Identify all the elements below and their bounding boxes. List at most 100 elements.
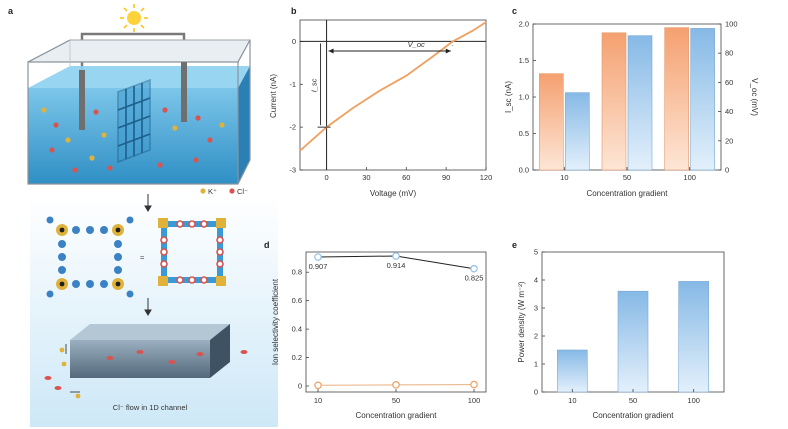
panel-c-voc-bar: [627, 35, 653, 171]
panel-label-b: b: [291, 6, 297, 16]
panel-d-xtick-label: 10: [314, 396, 322, 405]
panel-b-xtick-label: 0: [324, 173, 328, 182]
panel-d-point-upper: [470, 264, 478, 273]
panel-b-xtick-label: 120: [480, 173, 493, 182]
panel-d-ytick-label: 0.6: [292, 296, 302, 305]
panel-c-ytick-right-label: 80: [725, 49, 733, 58]
panel-d-xlabel: Concentration gradient: [356, 411, 438, 420]
panel-d-ytick-label: 0: [298, 382, 302, 391]
panel-c-isc-bar: [601, 32, 627, 171]
panel-b-voc-arrowhead-left: [328, 48, 334, 54]
panel-e-ytick-label: 3: [534, 304, 538, 313]
panel-d-point-lower: [314, 381, 322, 390]
panel-b-ytick-label: -3: [289, 166, 296, 175]
panel-c-xlabel: Concentration gradient: [587, 189, 669, 198]
panel-e-ytick-label: 1: [534, 360, 538, 369]
panel-b-xtick-label: 60: [402, 173, 410, 182]
panel-e-ytick-label: 4: [534, 276, 538, 285]
molecular-framework: ≈: [46, 216, 226, 298]
panel-c-ytick-left-label: 1.0: [519, 93, 529, 102]
panel-c-isc-bar: [539, 73, 564, 171]
panel-b-frame: [299, 19, 487, 171]
panel-b-isc-label: I_sc: [310, 78, 319, 92]
panel-b-ytick-label: -1: [289, 80, 296, 89]
panel-e-ytick-label: 0: [534, 388, 538, 397]
panel-label-e: e: [512, 240, 517, 250]
panel-b-iv-series: [299, 21, 487, 152]
panel-b-voc-label: V_oc: [408, 40, 425, 49]
panel-d-ytick-label: 0.8: [292, 268, 302, 277]
panel-b-xtick-label: 30: [362, 173, 370, 182]
panel-c-xtick-label: 50: [623, 173, 631, 182]
panel-e-xlabel: Concentration gradient: [593, 411, 675, 420]
panel-e-bar: [617, 290, 649, 393]
ion-legend: K⁺ Cl⁻: [200, 187, 248, 196]
panel-b-ytick-label: -2: [289, 123, 296, 132]
down-arrows: [144, 194, 152, 316]
panel-c-ytick-right-label: 20: [725, 136, 733, 145]
panel-c-ytick-left-label: 0.5: [519, 129, 529, 138]
ions-scatter: [41, 107, 225, 173]
panel-d-point-upper: [314, 253, 322, 261]
panel-b-voc-arrowhead-right: [445, 48, 451, 54]
panel-c-ytick-right-label: 40: [725, 107, 733, 116]
cl-ion-marker: [229, 188, 235, 194]
panel-e-power-density: e 0 1 2 3 4 5 10 50 100 Concentration gradient P…: [512, 240, 725, 420]
panel-d-point-lower: [470, 380, 478, 389]
panel-a-schematic: a: [8, 4, 278, 427]
panel-d-ytick-label: 0.4: [292, 325, 302, 334]
panel-d-point-lower: [392, 381, 400, 389]
panel-b-xlabel: Voltage (mV): [370, 189, 417, 198]
channel-caption: Cl⁻ flow in 1D channel: [113, 403, 188, 412]
panel-c-xtick-label: 100: [683, 173, 696, 182]
panel-e-ylabel: Power density (W m⁻²): [517, 281, 526, 362]
panel-c-ytick-left-label: 0.0: [519, 166, 529, 175]
panel-label-d: d: [264, 240, 270, 250]
panel-c-isc-voc-bars: c 0.0 0.5 1.0 1.5 2.0 0 20 40 60 80 100 10 50 100 Con…: [504, 6, 759, 198]
panel-e-xtick-label: 10: [568, 396, 576, 405]
panel-c-voc-bar: [565, 92, 590, 171]
panel-c-ytick-right-label: 0: [725, 166, 729, 175]
panel-d-point-upper: [392, 252, 400, 260]
k-ion-marker: [200, 188, 206, 194]
lower-schematic-background: [30, 195, 278, 427]
panel-d-xtick-label: 50: [392, 396, 400, 405]
panel-e-ytick-label: 5: [534, 248, 538, 257]
panel-d-ytick-label: 0.2: [292, 353, 302, 362]
approx-sign: ≈: [140, 253, 144, 262]
panel-d-data-label: 0.825: [465, 274, 484, 283]
panel-c-ytick-left-label: 1.5: [519, 56, 529, 65]
sun-icon: [120, 4, 148, 32]
panel-d-xtick-label: 100: [468, 396, 481, 405]
panel-b-iv-curve: b 0 30 60 90 120 -3 -2 -1 0 V_oc I_sc Voltage (mV)…: [269, 6, 492, 198]
panel-c-xtick-label: 10: [560, 173, 568, 182]
panel-e-ytick-label: 2: [534, 332, 538, 341]
panel-b-xtick-label: 90: [442, 173, 450, 182]
panel-label-a: a: [8, 6, 14, 16]
legend-cl-label: Cl⁻: [237, 187, 248, 196]
membrane-lattice: [117, 78, 151, 164]
one-d-channel: Cl⁻ flow in 1D channel: [44, 324, 248, 412]
panel-label-c: c: [512, 6, 517, 16]
water-tank: [27, 39, 251, 185]
panel-d-ylabel: Ion selectivity coefficient: [271, 278, 280, 365]
panel-c-ytick-right-label: 60: [725, 78, 733, 87]
panel-b-ytick-label: 0: [292, 37, 296, 46]
panel-d-frame: [305, 251, 487, 393]
panel-c-ytick-right-label: 100: [725, 20, 738, 29]
panel-b-ylabel: Current (nA): [269, 74, 278, 118]
legend-k-label: K⁺: [208, 187, 217, 196]
panel-c-ytick-left-label: 2.0: [519, 20, 529, 29]
panel-d-selectivity: d 0 0.2 0.4 0.6 0.8 10 50 100 0.907 0.914 0.825 Co…: [264, 240, 487, 420]
panel-d-data-label: 0.907: [309, 262, 328, 271]
panel-c-voc-bar: [690, 28, 715, 171]
panel-d-data-label: 0.914: [387, 261, 406, 270]
panel-e-xtick-label: 100: [687, 396, 700, 405]
panel-e-xtick-label: 50: [629, 396, 637, 405]
panel-c-isc-bar: [664, 27, 689, 171]
panel-c-ylabel-left: I_sc (nA): [504, 81, 513, 113]
panel-e-bar: [557, 349, 588, 393]
panel-c-ylabel-right: V_oc (mV): [750, 78, 759, 116]
panel-e-bar: [678, 281, 709, 393]
